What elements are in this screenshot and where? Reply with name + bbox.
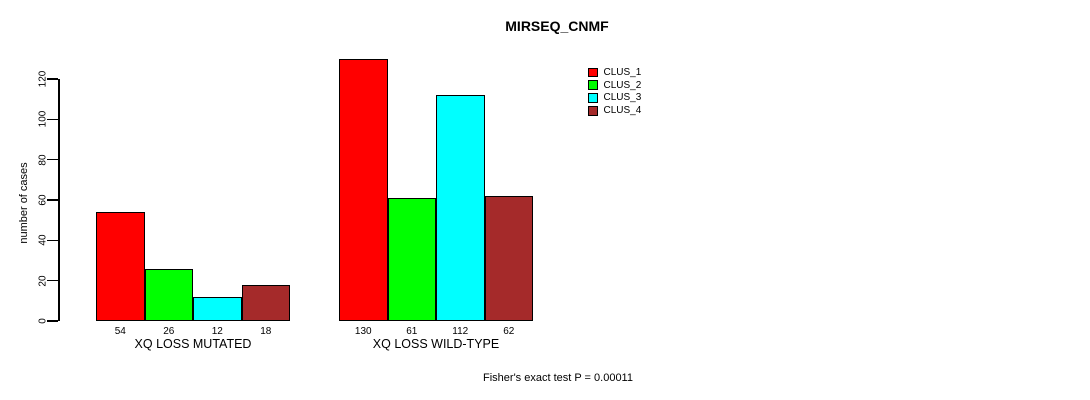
legend-label: CLUS_3 — [603, 92, 642, 104]
bar — [339, 58, 388, 321]
bar — [193, 296, 242, 321]
group-label: XQ LOSS WILD-TYPE — [372, 337, 500, 351]
bar — [436, 95, 485, 321]
footnote-text: Fisher's exact test P = 0.00011 — [483, 372, 633, 384]
legend-swatch — [588, 67, 598, 78]
y-axis-title: number of cases — [18, 162, 30, 244]
y-tick-label: 60 — [37, 194, 49, 206]
legend-item: CLUS_2 — [588, 79, 641, 92]
y-axis-line — [58, 79, 60, 321]
legend-item: CLUS_3 — [588, 92, 641, 105]
y-tick — [47, 118, 58, 121]
y-tick — [47, 320, 58, 322]
bar — [484, 195, 533, 321]
legend: CLUS_1 CLUS_2 CLUS_3 CLUS_4 — [588, 66, 641, 117]
bar — [241, 284, 290, 321]
y-tick-label: 100 — [37, 110, 49, 128]
legend-label: CLUS_4 — [603, 105, 642, 117]
y-tick — [47, 199, 58, 201]
legend-item: CLUS_4 — [588, 104, 641, 117]
legend-swatch — [588, 80, 598, 90]
y-tick — [47, 239, 58, 242]
bar — [387, 197, 436, 321]
y-tick-label: 120 — [37, 70, 49, 88]
y-tick — [47, 78, 58, 80]
bar-value-label: 61 — [406, 326, 418, 337]
legend-label: CLUS_2 — [603, 79, 642, 91]
y-tick-label: 80 — [37, 154, 49, 166]
bar-value-label: 112 — [452, 326, 469, 337]
bar — [144, 268, 193, 321]
bar — [96, 212, 145, 321]
bar-value-label: 54 — [114, 326, 126, 337]
legend-label: CLUS_1 — [603, 66, 642, 78]
y-tick — [47, 279, 58, 282]
bar-value-label: 12 — [211, 326, 223, 337]
bar-value-label: 62 — [503, 326, 515, 337]
legend-swatch — [588, 106, 598, 116]
chart-title: MIRSEQ_CNMF — [505, 18, 609, 34]
legend-swatch — [588, 93, 598, 103]
y-tick-label: 20 — [37, 275, 49, 287]
y-tick-label: 0 — [37, 318, 49, 324]
group-label: XQ LOSS MUTATED — [134, 337, 252, 351]
y-tick-label: 40 — [37, 234, 49, 246]
bar-value-label: 130 — [354, 326, 372, 337]
legend-item: CLUS_1 — [588, 66, 641, 79]
y-tick — [47, 158, 58, 161]
bar-value-label: 26 — [163, 326, 175, 337]
bar-value-label: 18 — [260, 326, 272, 337]
